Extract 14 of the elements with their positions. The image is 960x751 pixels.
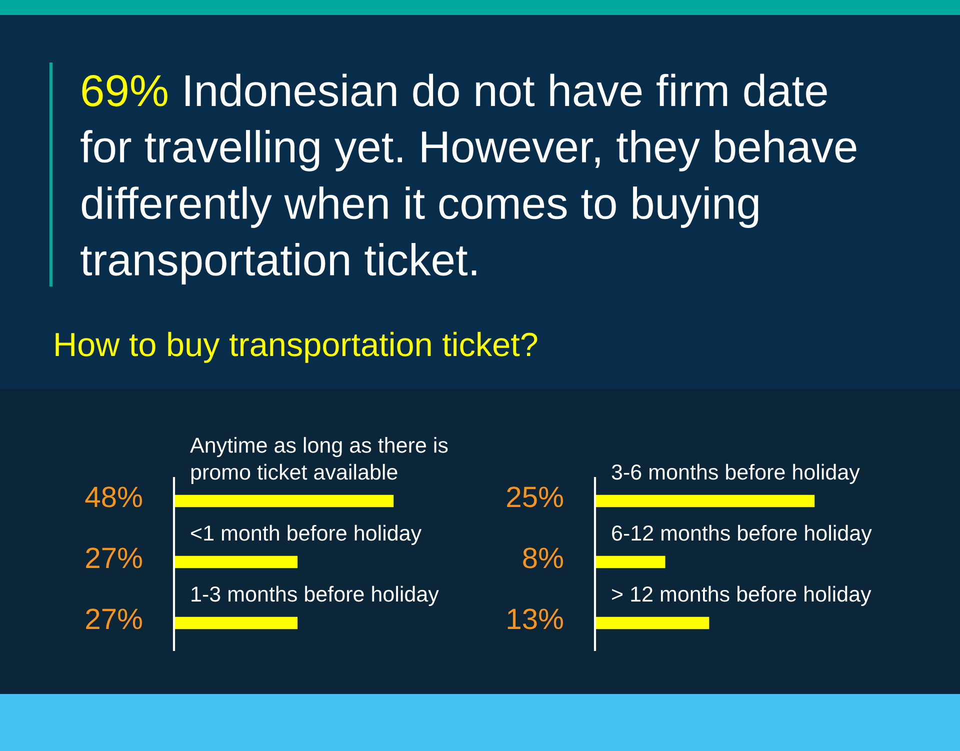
y-tick-label: > 12 months before holiday bbox=[612, 586, 872, 606]
data-label: 27% bbox=[86, 548, 142, 568]
y-tick-label: Anytime as long as there is promo ticket available bbox=[190, 437, 448, 484]
data-label: 25% bbox=[507, 486, 563, 508]
data-label: 13% bbox=[508, 608, 563, 630]
y-tick-label: 1-3 months before holiday bbox=[192, 586, 439, 606]
data-label: 8% bbox=[523, 548, 563, 568]
y-tick-label: <1 month before holiday bbox=[191, 524, 422, 545]
chart-title: 69% Indonesian do not have firm date for travelling yet. However, they behave differently when it comes to buying transportation ticket. bbox=[80, 74, 856, 284]
chart-subtitle: How to buy transportation ticket? bbox=[56, 332, 538, 363]
y-tick-label: 3-6 months before holiday bbox=[612, 464, 860, 484]
y-tick-label: 6-12 months before holiday bbox=[612, 524, 872, 545]
data-label: 48% bbox=[85, 486, 142, 508]
data-label: 27% bbox=[86, 608, 142, 630]
